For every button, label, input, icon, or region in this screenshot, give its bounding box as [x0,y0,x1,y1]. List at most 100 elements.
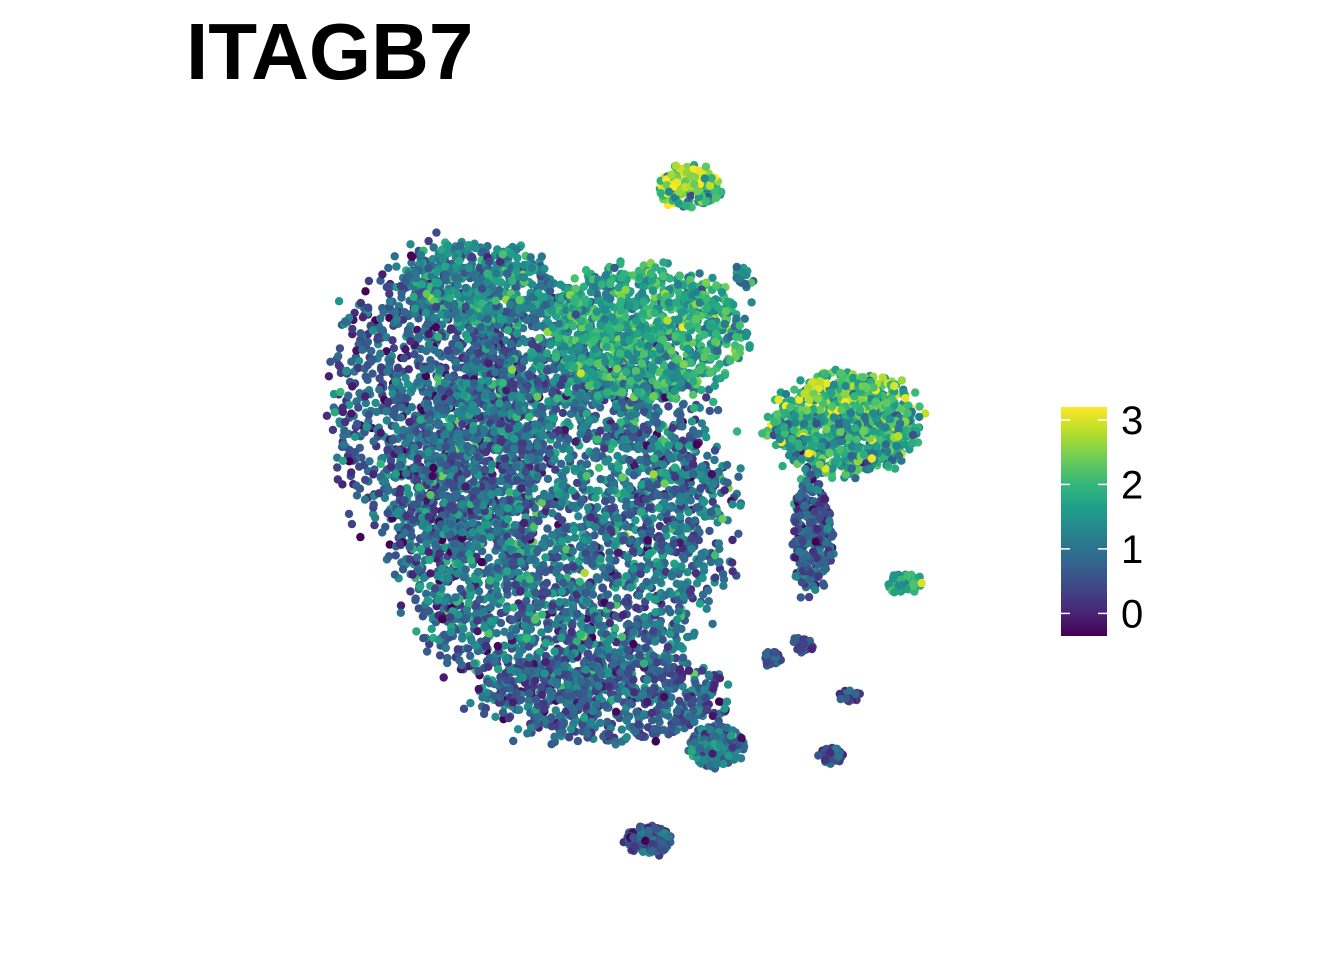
cell-point [573,609,582,619]
cell-point [341,317,350,326]
cell-point [365,457,374,466]
cell-point [629,471,639,480]
cell-point [572,478,582,488]
cell-point [340,426,349,435]
cell-point [347,468,356,477]
cell-point [395,392,404,402]
cell-point [635,455,645,465]
cell-point [677,562,686,571]
cell-point [361,372,370,381]
cell-point [661,591,670,600]
cell-point [697,419,707,428]
cell-point [441,378,450,388]
cell-point [431,323,440,332]
cell-point [498,378,507,388]
cell-point [472,542,482,551]
cell-point [605,548,614,557]
cell-point [461,614,471,623]
cell-point [655,490,664,500]
cell-point [722,460,732,470]
cell-point [602,432,611,441]
cell-point [494,664,503,674]
cell-point [524,480,533,489]
cell-point [659,460,668,469]
cell-point [405,555,415,564]
cell-point [687,417,697,426]
cell-point [527,339,537,349]
cell-point [514,400,523,410]
cell-point [705,526,714,536]
cell-point [445,388,454,397]
cell-point [702,393,711,402]
cell-point [576,630,586,639]
cell-point [348,382,357,391]
cell-point [678,484,688,494]
cell-point [625,455,634,465]
cell-point [590,453,599,462]
cell-point [449,451,458,461]
cell-point [391,377,400,386]
cell-point [596,554,605,564]
cell-point [424,512,433,521]
cell-point [415,333,424,342]
cell-point [521,467,530,477]
cell-point [451,593,460,602]
cell-point [653,480,662,489]
cell-point [661,525,670,534]
cell-point [502,605,511,614]
cell-point [466,634,476,643]
cell-point [544,397,553,406]
cell-point [356,532,365,542]
cell-point [467,346,477,355]
cell-point [403,325,413,335]
cell-point [606,525,615,534]
cell-point [663,642,673,651]
cell-point [678,400,688,409]
cell-point [438,320,447,329]
cell-point [641,621,651,630]
cell-point [610,541,619,550]
cell-point [690,516,700,525]
cell-point [413,454,422,463]
cell-point [450,539,459,548]
cell-point [538,539,547,548]
cell-point [454,610,463,619]
cell-point [517,446,526,455]
cell-point [507,393,517,402]
cell-point [453,645,462,654]
cell-point [356,298,365,308]
cell-point [383,367,392,376]
cell-point [463,443,472,452]
cell-point [582,596,591,605]
cell-point [552,545,561,554]
cell-point [336,387,345,397]
cell-point [393,523,402,532]
cell-point [670,559,679,568]
cell-point [438,491,448,500]
cell-point [399,353,409,363]
cell-point [403,380,412,389]
cell-point [358,313,368,322]
cell-point [728,567,737,576]
cell-point [552,568,561,577]
cell-point [551,620,560,629]
cell-point [554,426,563,435]
cell-point [459,573,468,582]
cell-point [393,369,403,378]
cell-point [402,511,411,521]
cell-point [461,354,471,364]
cell-point [587,625,597,635]
cell-point [401,373,410,383]
cell-point [541,553,550,562]
cell-point [500,556,509,566]
cell-point [424,548,433,557]
cell-point [695,599,705,608]
cell-point [605,618,614,628]
cell-point [715,557,724,566]
cell-point [334,352,343,361]
cell-point [457,660,467,670]
cell-point [490,428,499,437]
points-layer [322,161,930,860]
cell-point [371,398,380,408]
cell-point [364,303,373,312]
